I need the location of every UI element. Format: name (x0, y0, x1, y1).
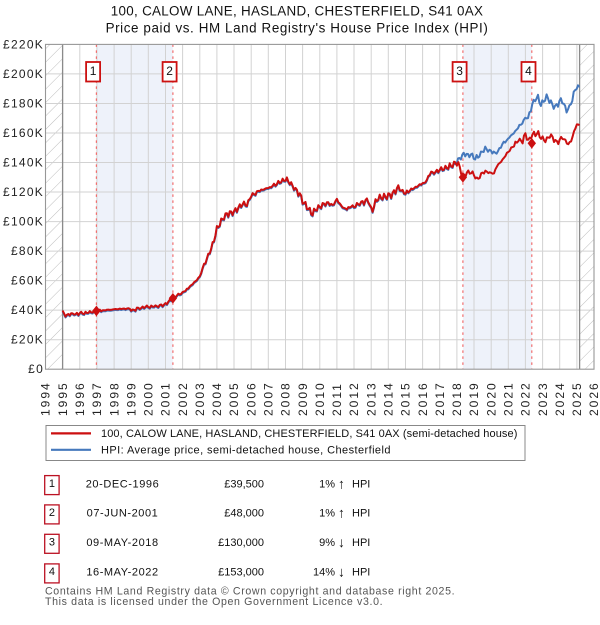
svg-text:2007: 2007 (262, 381, 276, 416)
svg-text:HPI: HPI (352, 508, 370, 520)
svg-text:£140K: £140K (3, 156, 44, 170)
svg-text:£40K: £40K (11, 303, 44, 317)
svg-text:2: 2 (166, 64, 173, 78)
svg-text:07-JUN-2001: 07-JUN-2001 (87, 508, 159, 520)
svg-text:1%: 1% (319, 478, 335, 490)
svg-text:2005: 2005 (227, 381, 241, 416)
svg-text:100, CALOW LANE, HASLAND, CHES: 100, CALOW LANE, HASLAND, CHESTERFIELD, … (111, 3, 484, 18)
svg-text:£220K: £220K (3, 37, 44, 51)
svg-text:£160K: £160K (3, 126, 44, 140)
svg-text:2002: 2002 (176, 381, 190, 416)
svg-text:2019: 2019 (467, 381, 481, 416)
svg-text:↓: ↓ (338, 564, 345, 580)
svg-text:2008: 2008 (279, 381, 293, 416)
svg-text:£100K: £100K (3, 215, 44, 229)
svg-text:2016: 2016 (416, 381, 430, 416)
svg-text:↑: ↑ (338, 475, 345, 491)
svg-text:1997: 1997 (90, 381, 104, 416)
svg-text:£60K: £60K (11, 274, 44, 288)
svg-text:1996: 1996 (73, 381, 87, 416)
svg-text:2: 2 (49, 507, 55, 519)
svg-text:HPI: HPI (352, 537, 370, 549)
svg-text:↑: ↑ (338, 505, 345, 521)
svg-text:Price paid vs. HM Land Registr: Price paid vs. HM Land Registry's House … (106, 20, 489, 35)
svg-text:2015: 2015 (399, 381, 413, 416)
svg-text:2000: 2000 (142, 381, 156, 416)
svg-text:£0: £0 (28, 362, 44, 376)
svg-text:Contains HM Land Registry data: Contains HM Land Registry data © Crown c… (45, 586, 455, 598)
svg-text:2010: 2010 (313, 381, 327, 416)
svg-text:2009: 2009 (296, 381, 310, 416)
svg-text:4: 4 (49, 566, 55, 578)
svg-text:20-DEC-1996: 20-DEC-1996 (86, 478, 160, 490)
svg-text:2020: 2020 (484, 381, 498, 416)
svg-text:16-MAY-2022: 16-MAY-2022 (86, 567, 158, 579)
svg-text:HPI: HPI (352, 567, 370, 579)
svg-text:1995: 1995 (56, 381, 70, 416)
svg-text:2011: 2011 (330, 382, 344, 416)
svg-text:£39,500: £39,500 (224, 478, 264, 490)
svg-text:£120K: £120K (3, 185, 44, 199)
svg-text:HPI: Average price, semi-detac: HPI: Average price, semi-detached house,… (101, 445, 391, 457)
svg-text:2003: 2003 (193, 381, 207, 416)
svg-text:£180K: £180K (3, 97, 44, 111)
svg-text:4: 4 (525, 64, 532, 78)
svg-text:2025: 2025 (570, 381, 584, 416)
svg-text:£153,000: £153,000 (218, 567, 264, 579)
svg-text:1994: 1994 (39, 381, 53, 416)
svg-text:2017: 2017 (433, 381, 447, 416)
svg-text:£80K: £80K (11, 244, 44, 258)
svg-text:1: 1 (49, 478, 55, 490)
svg-text:2023: 2023 (536, 381, 550, 416)
svg-text:2013: 2013 (364, 381, 378, 416)
svg-text:2001: 2001 (159, 381, 173, 416)
svg-text:2012: 2012 (347, 381, 361, 416)
svg-text:2018: 2018 (450, 381, 464, 416)
svg-text:£48,000: £48,000 (224, 508, 264, 520)
svg-text:2024: 2024 (553, 381, 567, 416)
svg-text:£200K: £200K (3, 67, 44, 81)
svg-text:HPI: HPI (352, 478, 370, 490)
svg-text:1998: 1998 (107, 381, 121, 416)
svg-text:2021: 2021 (502, 381, 516, 416)
svg-text:09-MAY-2018: 09-MAY-2018 (86, 537, 158, 549)
svg-text:9%: 9% (319, 537, 335, 549)
svg-text:£130,000: £130,000 (218, 537, 264, 549)
svg-text:1: 1 (90, 64, 97, 78)
svg-text:£20K: £20K (11, 333, 44, 347)
svg-text:2026: 2026 (587, 381, 600, 416)
svg-text:2004: 2004 (210, 381, 224, 416)
svg-text:100, CALOW LANE, HASLAND, CHES: 100, CALOW LANE, HASLAND, CHESTERFIELD, … (101, 428, 518, 440)
svg-text:2014: 2014 (382, 381, 396, 416)
svg-text:↓: ↓ (338, 534, 345, 550)
svg-text:2006: 2006 (244, 381, 258, 416)
svg-text:1%: 1% (319, 508, 335, 520)
svg-text:This data is licensed under th: This data is licensed under the Open Gov… (45, 596, 383, 608)
svg-text:2022: 2022 (519, 381, 533, 416)
svg-text:1999: 1999 (124, 381, 138, 416)
svg-text:3: 3 (49, 537, 55, 549)
svg-text:3: 3 (456, 64, 463, 78)
svg-text:14%: 14% (313, 567, 335, 579)
